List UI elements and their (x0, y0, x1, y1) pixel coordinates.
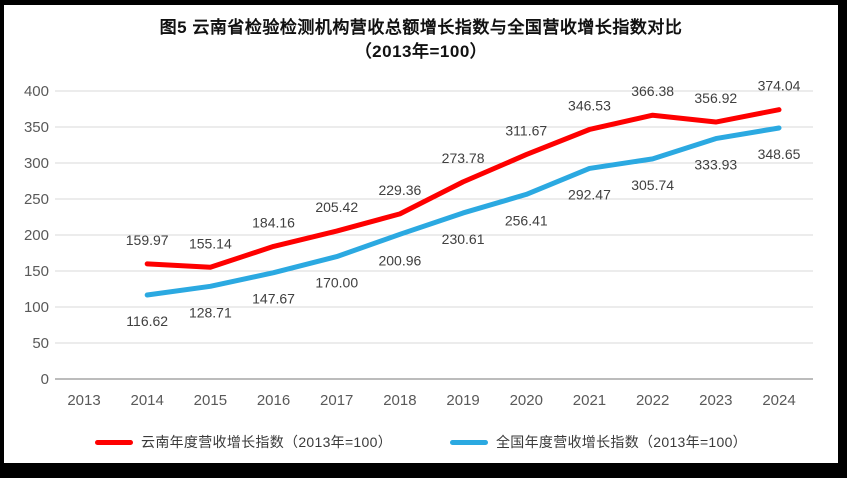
data-label: 230.61 (442, 231, 485, 247)
x-tick-label: 2017 (320, 392, 353, 409)
x-tick-label: 2018 (383, 392, 416, 409)
data-label: 205.42 (315, 199, 358, 215)
data-label: 128.71 (189, 304, 232, 320)
data-label: 346.53 (568, 97, 611, 113)
data-label: 155.14 (189, 235, 232, 251)
x-tick-label: 2016 (257, 392, 290, 409)
y-tick-label: 50 (32, 335, 49, 352)
data-label: 256.41 (505, 212, 548, 228)
y-tick-label: 0 (41, 371, 49, 388)
x-tick-label: 2020 (510, 392, 543, 409)
series-line-national (144, 125, 782, 298)
data-label: 348.65 (758, 146, 801, 162)
x-tick-label: 2014 (130, 392, 163, 409)
x-tick-label: 2013 (67, 392, 100, 409)
data-label: 170.00 (315, 275, 358, 291)
x-tick-label: 2022 (636, 392, 669, 409)
legend-marker-yunnan-line (95, 439, 134, 445)
x-tick-label: 2015 (194, 392, 227, 409)
chart-legend: 云南年度营收增长指数（2013年=100） 全国年度营收增长指数（2013年=1… (4, 432, 838, 452)
data-label: 116.62 (126, 313, 168, 329)
x-tick-label: 2019 (446, 392, 479, 409)
data-label: 366.38 (631, 83, 674, 99)
chart-title-line1: 图5 云南省检验检测机构营收总额增长指数与全国营收增长指数对比 (159, 18, 683, 37)
chart-title-line2: （2013年=100） (354, 42, 488, 61)
legend-item-yunnan: 云南年度营收增长指数（2013年=100） (95, 432, 392, 452)
series-line-yunnan (144, 107, 782, 270)
data-label: 159.97 (126, 232, 169, 248)
chart-svg: 0 50 100 150 200 250 300 350 400 2013 2014 2015 2016… (24, 78, 813, 409)
x-tick-label: 2021 (573, 392, 606, 409)
data-label: 305.74 (631, 177, 674, 193)
y-tick-label: 250 (24, 191, 49, 208)
x-tick-label: 2023 (699, 392, 732, 409)
data-label: 333.93 (694, 157, 737, 173)
data-label: 147.67 (252, 291, 295, 307)
data-label: 273.78 (442, 150, 485, 166)
chart-title: 图5 云南省检验检测机构营收总额增长指数与全国营收增长指数对比 （2013年=1… (4, 16, 838, 64)
data-label: 292.47 (568, 186, 611, 202)
data-label: 200.96 (378, 252, 421, 268)
data-label: 184.16 (252, 214, 295, 230)
y-tick-label: 350 (24, 119, 49, 136)
data-label: 356.92 (694, 90, 737, 106)
y-tick-label: 100 (24, 299, 49, 316)
x-tick-label: 2024 (762, 392, 795, 409)
y-tick-label: 400 (24, 83, 49, 100)
y-tick-label: 200 (24, 227, 49, 244)
legend-label-national: 全国年度营收增长指数（2013年=100） (496, 434, 747, 450)
data-label: 311.67 (505, 123, 547, 139)
y-tick-label: 150 (24, 263, 49, 280)
legend-label-yunnan: 云南年度营收增长指数（2013年=100） (141, 434, 392, 450)
data-label: 374.04 (758, 78, 801, 94)
chart-canvas: 图5 云南省检验检测机构营收总额增长指数与全国营收增长指数对比 （2013年=1… (4, 5, 838, 463)
y-tick-label: 300 (24, 155, 49, 172)
legend-marker-national-line (450, 439, 488, 445)
legend-item-national: 全国年度营收增长指数（2013年=100） (450, 432, 747, 452)
data-label: 229.36 (378, 182, 421, 198)
